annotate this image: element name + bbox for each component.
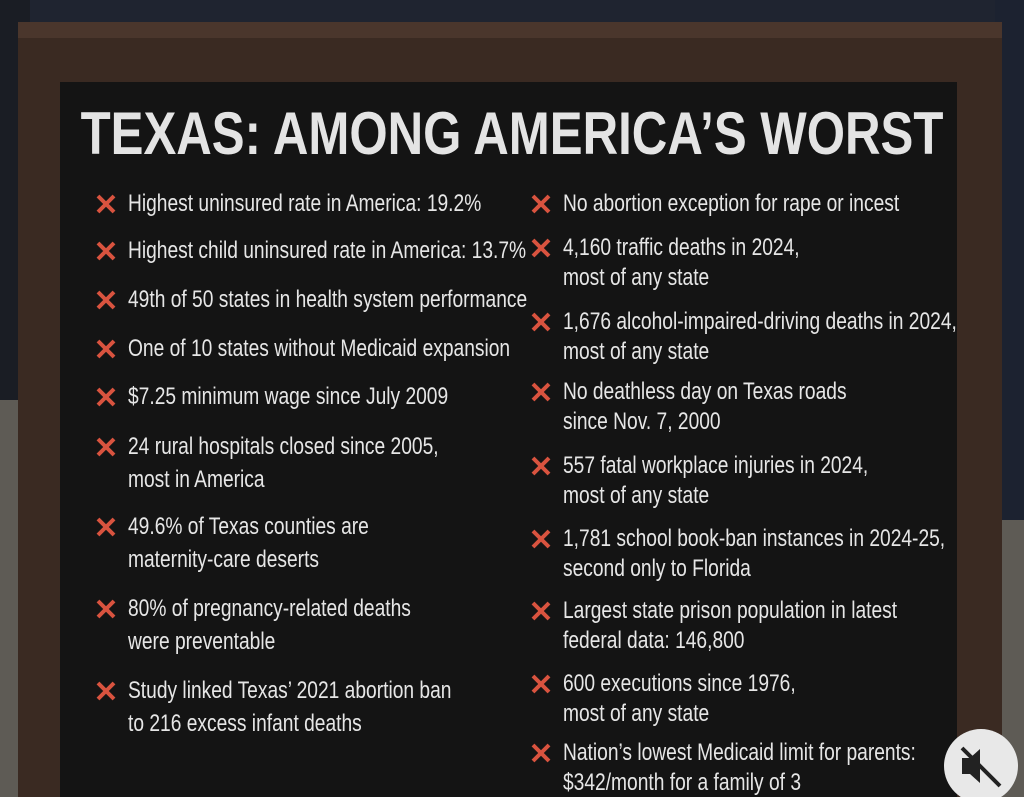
x-marker bbox=[531, 601, 551, 621]
item-text: most of any state bbox=[563, 700, 710, 727]
x-marker bbox=[96, 339, 116, 359]
item-text: Study linked Texas’ 2021 abortion ban bbox=[128, 677, 452, 704]
item-text: Highest child uninsured rate in America:… bbox=[128, 237, 527, 264]
x-stroke bbox=[96, 339, 116, 359]
x-marker bbox=[96, 437, 116, 457]
item-text: One of 10 states without Medicaid expans… bbox=[128, 335, 511, 362]
x-marker bbox=[96, 517, 116, 537]
x-marker bbox=[96, 387, 116, 407]
item-text: 49th of 50 states in health system perfo… bbox=[128, 286, 528, 313]
x-marker bbox=[531, 674, 551, 694]
x-stroke bbox=[96, 437, 116, 457]
x-marker bbox=[96, 290, 116, 310]
item-text: 24 rural hospitals closed since 2005, bbox=[128, 433, 439, 460]
item-text: 80% of pregnancy-related deaths bbox=[128, 595, 411, 622]
item-text: 557 fatal workplace injuries in 2024, bbox=[563, 452, 869, 479]
x-stroke bbox=[96, 387, 116, 407]
x-marker bbox=[531, 194, 551, 214]
x-stroke bbox=[531, 601, 551, 621]
x-stroke bbox=[96, 599, 116, 619]
mute-button[interactable] bbox=[944, 729, 1018, 797]
sign-panel bbox=[60, 82, 957, 797]
item-text: to 216 excess infant deaths bbox=[128, 710, 362, 737]
item-text: federal data: 146,800 bbox=[563, 627, 745, 654]
x-stroke bbox=[96, 517, 116, 537]
x-stroke bbox=[531, 529, 551, 549]
x-marker bbox=[531, 238, 551, 258]
x-stroke bbox=[531, 674, 551, 694]
x-stroke bbox=[531, 456, 551, 476]
item-text: $342/month for a family of 3 bbox=[563, 769, 801, 796]
item-text: were preventable bbox=[128, 628, 276, 655]
item-text: No abortion exception for rape or incest bbox=[563, 190, 900, 217]
x-stroke bbox=[531, 194, 551, 214]
item-text: 4,160 traffic deaths in 2024, bbox=[563, 234, 800, 261]
mute-circle[interactable] bbox=[944, 729, 1018, 797]
podium-top bbox=[18, 22, 1002, 38]
item-text: 1,781 school book-ban instances in 2024-… bbox=[563, 525, 946, 552]
x-stroke bbox=[96, 290, 116, 310]
speaker-icon bbox=[962, 749, 980, 783]
item-text: Nation’s lowest Medicaid limit for paren… bbox=[563, 739, 916, 766]
x-marker bbox=[531, 529, 551, 549]
x-marker bbox=[96, 241, 116, 261]
x-stroke bbox=[96, 241, 116, 261]
sign-title: TEXAS: AMONG AMERICA’S WORST bbox=[80, 100, 944, 167]
x-marker bbox=[531, 382, 551, 402]
item-text: No deathless day on Texas roads bbox=[563, 378, 847, 405]
x-stroke bbox=[531, 312, 551, 332]
x-stroke bbox=[531, 743, 551, 763]
item-text: $7.25 minimum wage since July 2009 bbox=[128, 383, 449, 410]
x-marker bbox=[531, 456, 551, 476]
item-text: 49.6% of Texas counties are bbox=[128, 513, 369, 540]
x-marker bbox=[96, 681, 116, 701]
mute-slash bbox=[960, 746, 1002, 788]
item-text: Largest state prison population in lates… bbox=[563, 597, 898, 624]
item-text: most of any state bbox=[563, 482, 710, 509]
item-text: second only to Florida bbox=[563, 555, 751, 582]
x-marker bbox=[96, 599, 116, 619]
item-text: most of any state bbox=[563, 264, 710, 291]
item-text: since Nov. 7, 2000 bbox=[563, 408, 721, 435]
x-stroke bbox=[96, 194, 116, 214]
x-stroke bbox=[531, 238, 551, 258]
x-marker bbox=[96, 194, 116, 214]
item-text: 600 executions since 1976, bbox=[563, 670, 796, 697]
x-marker bbox=[531, 312, 551, 332]
item-text: most in America bbox=[128, 466, 265, 493]
item-text: most of any state bbox=[563, 338, 710, 365]
item-text: 1,676 alcohol-impaired-driving deaths in… bbox=[563, 308, 957, 335]
item-text: Highest uninsured rate in America: 19.2% bbox=[128, 190, 482, 217]
x-stroke bbox=[96, 681, 116, 701]
item-text: maternity-care deserts bbox=[128, 546, 319, 573]
x-marker bbox=[531, 743, 551, 763]
x-stroke bbox=[531, 382, 551, 402]
